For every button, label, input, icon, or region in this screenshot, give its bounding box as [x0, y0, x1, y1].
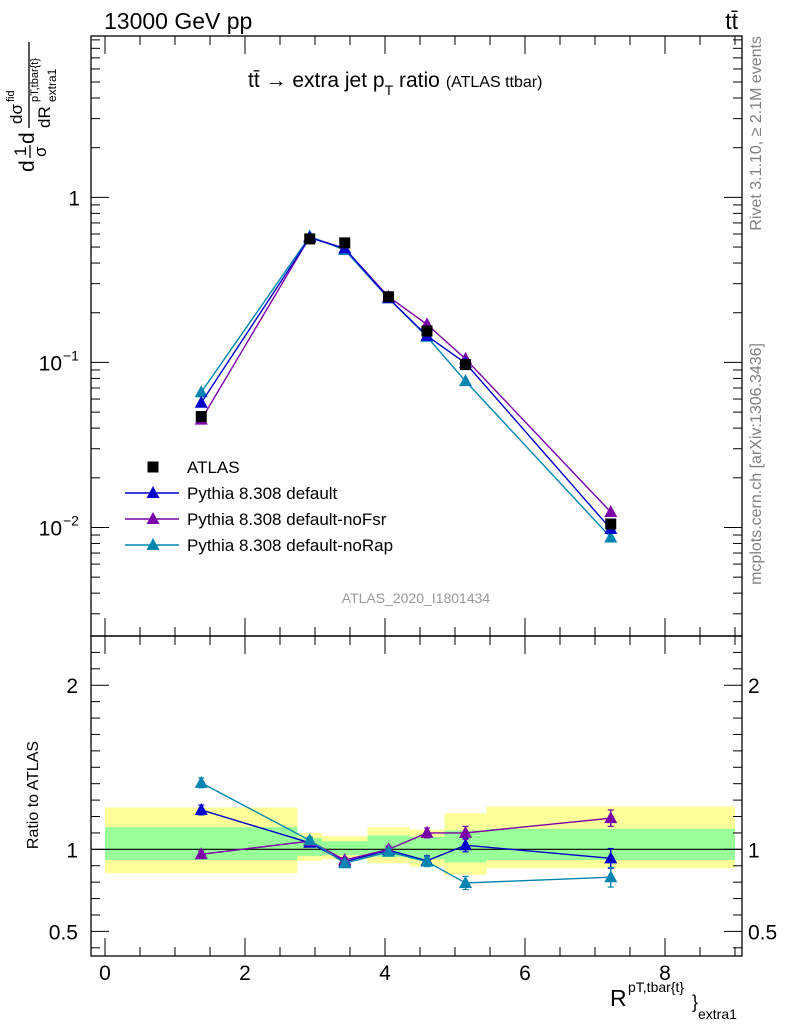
y-tick-label: 1 — [68, 187, 80, 210]
y-tick-label: 10 — [39, 352, 62, 375]
ratio-point — [382, 844, 395, 857]
ylabel-pre: d — [16, 160, 39, 172]
ylabel-num-sup: fid — [5, 90, 17, 102]
ratio-y-tick-label-right: 0.5 — [748, 921, 777, 944]
data-point-atlas — [383, 291, 394, 303]
legend-entry-label: Pythia 8.308 default-noFsr — [187, 510, 387, 529]
x-tick-label: 6 — [519, 962, 531, 985]
mc-point — [604, 505, 618, 518]
y-tick-exponent: −2 — [63, 512, 79, 528]
ratio-y-tick-label: 2 — [66, 675, 78, 698]
ylabel-den-sup: pT,tbar{t} — [29, 58, 41, 102]
svg-text:d: d — [16, 160, 39, 172]
data-point-atlas — [195, 411, 207, 423]
y-tick-exponent: −1 — [63, 347, 79, 363]
data-point-atlas — [339, 237, 351, 249]
legend-entry-label: ATLAS — [187, 458, 240, 477]
plot-title-small: (ATLAS ttbar) — [446, 74, 543, 91]
data-point-atlas — [605, 518, 617, 530]
side-label-mcplots: mcplots.cern.ch [arXiv:1306.3436] — [748, 343, 765, 585]
legend-marker — [146, 486, 160, 498]
main-y-axis-label: d 1 σ d dσ fid dR pT,tbar{t} extra1 — [5, 42, 59, 172]
x-tick-label: 0 — [99, 962, 111, 985]
side-label-rivet: Rivet 3.1.10, ≥ 2.1M events — [748, 36, 765, 231]
ratio-point — [194, 802, 208, 815]
legend-marker — [146, 538, 160, 550]
ratio-point — [459, 875, 472, 888]
data-point-atlas — [304, 233, 316, 245]
header-process-label: tt̄ — [725, 8, 738, 34]
y-tick-label: 10 — [39, 517, 62, 540]
main-plot-panel: 110−110−2 — [39, 35, 743, 637]
mc-point — [194, 385, 208, 398]
x-tick-label: 2 — [239, 962, 251, 985]
legend: ATLAS Pythia 8.308 default Pythia 8.308 de… — [125, 458, 393, 555]
ratio-point — [604, 870, 618, 883]
ratio-point — [303, 833, 317, 846]
plot-title: tt̄ → extra jet pT ratio (ATLAS ttbar) — [248, 69, 542, 98]
x-tick-label: 4 — [379, 962, 391, 985]
legend-marker-atlas — [147, 461, 159, 473]
ylabel-den: dR — [35, 106, 54, 128]
ylabel-num: dσ — [7, 104, 26, 124]
ylabel-mid: d — [16, 132, 39, 144]
xlabel-close: } — [692, 992, 698, 1012]
ratio-point — [604, 851, 618, 864]
ratio-point — [420, 854, 434, 867]
xlabel-sup: pT,tbar{t} — [628, 979, 684, 995]
legend-marker — [146, 512, 160, 524]
plot-title-after: ratio — [393, 69, 440, 92]
ylabel-frac-bot: σ — [31, 146, 50, 157]
legend-entry-label: Pythia 8.308 default-noRap — [187, 536, 393, 555]
x-tick-label: 8 — [659, 962, 671, 985]
ratio-point — [459, 825, 472, 838]
xlabel-sub: extra1 — [698, 1006, 737, 1022]
data-point-atlas — [460, 359, 471, 371]
x-axis-label: R pT,tbar{t} } extra1 — [610, 979, 737, 1022]
plot-title-main: tt̄ → extra jet p — [248, 69, 385, 92]
uncertainty-band-inner — [322, 841, 368, 856]
ratio-plot-panel: 0 2 4 6 8 0.5 0.5 1 1 2 2 — [49, 618, 777, 985]
mc-point — [194, 395, 208, 408]
ratio-point — [338, 856, 352, 869]
ratio-y-tick-label: 0.5 — [49, 921, 78, 944]
ratio-y-tick-label: 1 — [66, 839, 78, 862]
ratio-point — [194, 775, 208, 788]
uncertainty-band-inner — [409, 837, 445, 860]
ratio-y-tick-label-right: 1 — [748, 839, 760, 862]
ratio-point — [194, 847, 208, 860]
header-collision-label: 13000 GeV pp — [104, 8, 252, 34]
analysis-watermark: ATLAS_2020_I1801434 — [342, 590, 491, 606]
ratio-point — [420, 825, 434, 838]
ratio-point — [459, 838, 472, 851]
mc-point — [604, 530, 618, 543]
data-point-atlas — [421, 325, 433, 337]
xlabel-main: R — [610, 985, 627, 1011]
ylabel-frac-top: 1 — [11, 147, 30, 156]
mc-point — [459, 374, 472, 387]
plot-title-subscript: T — [385, 82, 394, 98]
ratio-point — [604, 811, 618, 824]
ratio-y-tick-label-right: 2 — [748, 675, 760, 698]
ylabel-den-sub: extra1 — [45, 68, 59, 102]
ratio-y-axis-label: Ratio to ATLAS — [25, 741, 42, 849]
legend-entry-label: Pythia 8.308 default — [187, 484, 338, 503]
ratio-frame — [90, 635, 743, 957]
